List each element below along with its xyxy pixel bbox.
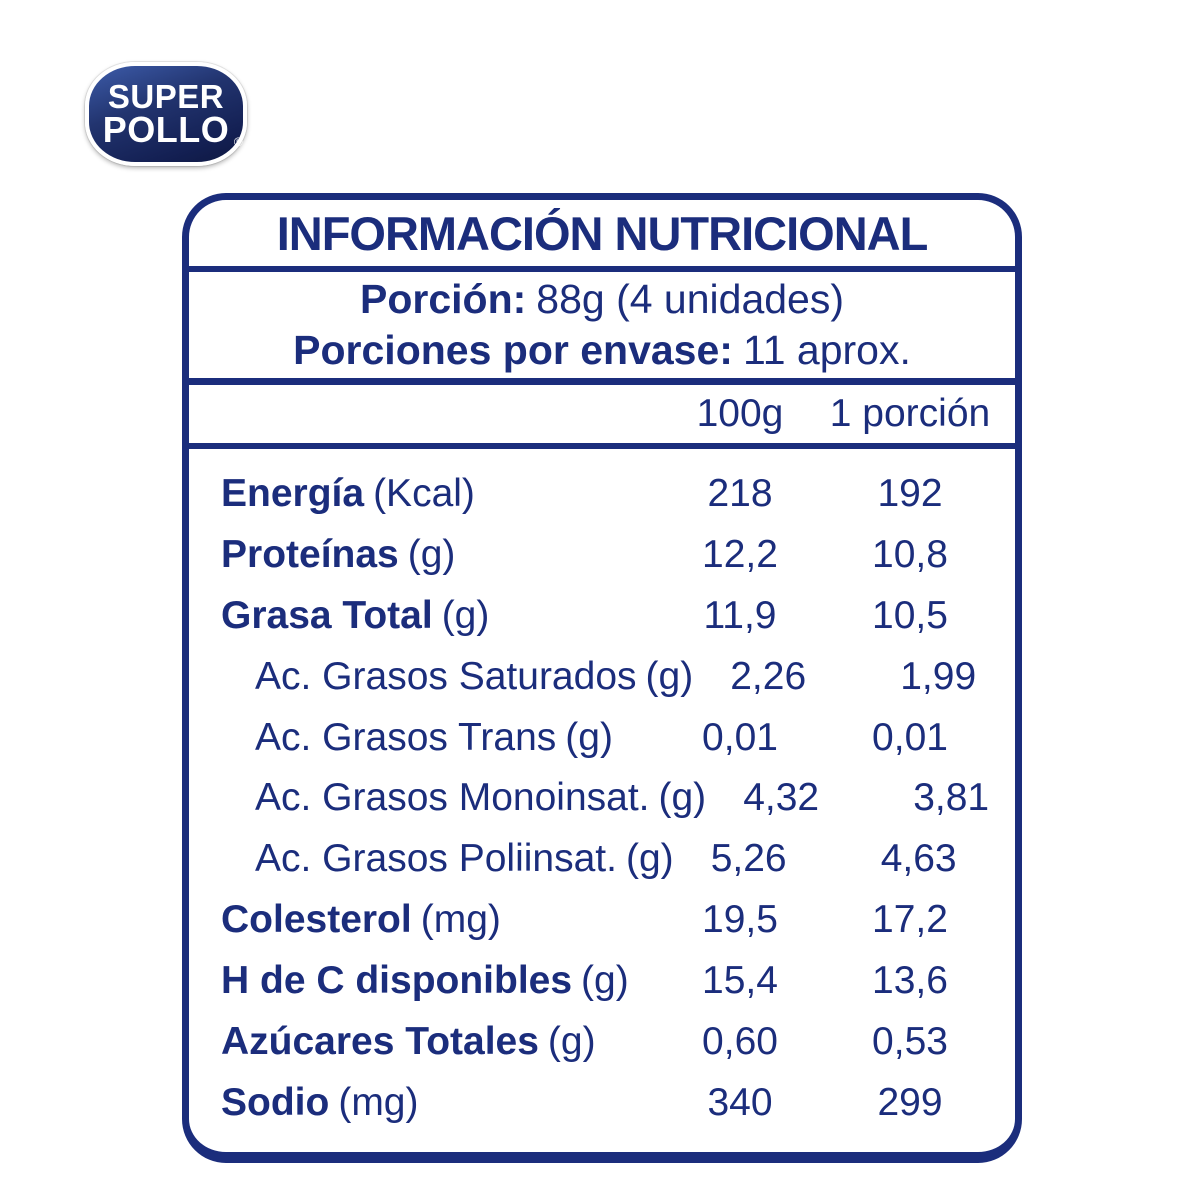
- value-per-100g: 19,5: [702, 898, 778, 942]
- nutrient-unit: (g): [407, 532, 456, 576]
- portion-label: Porción:: [359, 275, 527, 322]
- nutrient-name: Energía: [221, 471, 365, 515]
- row-sodio: Sodio (mg) 340 299: [189, 1081, 1015, 1125]
- value-per-portion: 0,01: [872, 715, 948, 759]
- nutrient-unit: (g): [645, 654, 694, 698]
- portions-per-container-line: Porciones por envase: 11 aprox.: [293, 326, 911, 375]
- portion-line: Porción: 88g (4 unidades): [360, 275, 844, 324]
- row-grasos-trans: Ac. Grasos Trans (g) 0,01 0,01: [189, 716, 1015, 760]
- portions-per-container-label: Porciones por envase:: [293, 327, 733, 373]
- value-per-portion: 10,8: [872, 532, 948, 576]
- nutrient-unit: (g): [658, 776, 707, 820]
- nutrition-panel: INFORMACIÓN NUTRICIONAL Porción: 88g (4 u…: [182, 193, 1022, 1163]
- value-per-portion: 4,63: [880, 837, 957, 881]
- value-per-portion: 0,53: [872, 1020, 948, 1064]
- portions-per-container-value: 11 aprox.: [742, 327, 911, 373]
- serving-info: Porción: 88g (4 unidades) Porciones por e…: [189, 272, 1015, 385]
- value-per-portion: 17,2: [872, 898, 948, 942]
- super-pollo-logo: SUPER POLLO ®: [85, 62, 247, 166]
- value-per-100g: 12,2: [702, 532, 778, 576]
- row-proteinas: Proteínas (g) 12,2 10,8: [189, 533, 1015, 577]
- value-per-100g: 5,26: [710, 837, 787, 881]
- row-grasos-monoinsat: Ac. Grasos Monoinsat. (g) 4,32 3,81: [189, 776, 1015, 820]
- value-per-portion: 10,5: [872, 593, 948, 637]
- value-per-100g: 4,32: [743, 776, 820, 820]
- column-headers: 100g 1 porción: [189, 385, 1015, 449]
- nutrient-name: Grasa Total: [221, 593, 433, 637]
- nutrient-unit: (mg): [420, 898, 501, 942]
- value-per-100g: 218: [707, 471, 773, 515]
- row-grasos-saturados: Ac. Grasos Saturados (g) 2,26 1,99: [189, 655, 1015, 699]
- nutrient-name: Ac. Grasos Monoinsat.: [255, 776, 650, 820]
- registered-trademark-symbol: ®: [233, 135, 244, 150]
- value-per-portion: 192: [877, 471, 943, 515]
- column-header-100g: 100g: [696, 392, 784, 435]
- value-per-100g: 2,26: [730, 654, 807, 698]
- nutrient-name: Ac. Grasos Poliinsat.: [255, 837, 617, 881]
- nutrient-unit: (g): [625, 837, 674, 881]
- value-per-portion: 13,6: [872, 959, 948, 1003]
- nutrient-name: Colesterol: [221, 898, 412, 942]
- nutrient-unit: (g): [547, 1020, 596, 1064]
- nutrient-name: Proteínas: [221, 532, 399, 576]
- value-per-100g: 0,60: [702, 1020, 778, 1064]
- value-per-portion: 299: [877, 1080, 943, 1124]
- nutrient-name: H de C disponibles: [221, 959, 573, 1003]
- panel-title: INFORMACIÓN NUTRICIONAL: [189, 200, 1015, 272]
- row-colesterol: Colesterol (mg) 19,5 17,2: [189, 898, 1015, 942]
- value-per-portion: 3,81: [913, 776, 990, 820]
- nutrient-unit: (Kcal): [373, 471, 475, 515]
- row-energia: Energía (Kcal) 218 192: [189, 472, 1015, 516]
- brand-word-super: SUPER: [107, 78, 225, 116]
- nutrient-unit: (mg): [338, 1080, 419, 1124]
- portion-value: 88g (4 unidades): [536, 275, 845, 322]
- nutrition-table-body: Energía (Kcal) 218 192 Proteínas (g) 12,2 …: [189, 449, 1015, 1152]
- row-grasa-total: Grasa Total (g) 11,9 10,5: [189, 594, 1015, 638]
- nutrient-name: Azúcares Totales: [221, 1020, 539, 1064]
- value-per-100g: 15,4: [702, 959, 778, 1003]
- row-azucares-totales: Azúcares Totales (g) 0,60 0,53: [189, 1020, 1015, 1064]
- value-per-100g: 340: [707, 1080, 773, 1124]
- nutrient-name: Sodio: [221, 1080, 330, 1124]
- brand-word-pollo-text: POLLO: [102, 108, 230, 150]
- nutrient-unit: (g): [565, 715, 613, 759]
- column-header-1-porcion: 1 porción: [829, 392, 991, 435]
- nutrient-unit: (g): [441, 593, 490, 637]
- nutrient-name: Ac. Grasos Trans: [255, 715, 557, 759]
- row-grasos-poliinsat: Ac. Grasos Poliinsat. (g) 5,26 4,63: [189, 837, 1015, 881]
- nutrient-unit: (g): [581, 959, 629, 1003]
- nutrient-name: Ac. Grasos Saturados: [255, 654, 637, 698]
- value-per-100g: 11,9: [703, 593, 777, 637]
- brand-word-pollo: POLLO ®: [103, 111, 243, 149]
- value-per-portion: 1,99: [900, 654, 977, 698]
- value-per-100g: 0,01: [702, 715, 778, 759]
- row-h-de-c-disponibles: H de C disponibles (g) 15,4 13,6: [189, 959, 1015, 1003]
